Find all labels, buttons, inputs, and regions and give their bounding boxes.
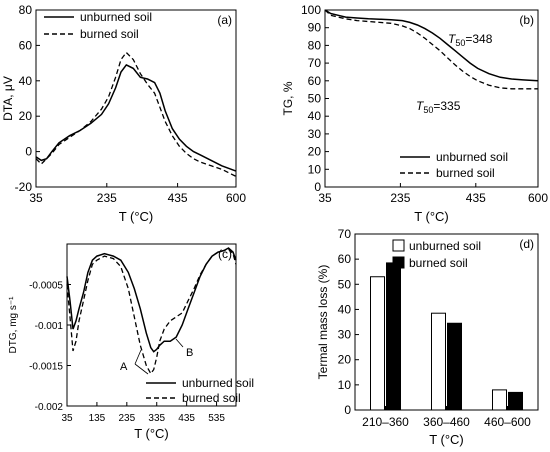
series-line-burned-soil [35,51,237,177]
y-tick-label: 100 [301,3,321,17]
y-tick-label: 0 [314,180,321,194]
legend-label: unburned soil [80,10,152,24]
series-line-unburned-soil [324,9,539,82]
y-tick-label: 70 [308,56,322,70]
x-tick-label: 360–460 [423,415,470,429]
bar-unburned-soil [431,312,446,411]
y-tick-label: 40 [19,74,33,88]
x-tick-label: 335 [148,413,165,424]
y-tick-label: -20 [15,180,33,194]
panel-a: 35 235 435 600 -20 0 20 40 60 80 T (°C) DTA, μV (a) u… [1,3,246,224]
pointer-line-a [134,349,142,365]
series-line-burned-soil [324,9,538,90]
panel-c: 35 135 235 335 435 535 -0.002 -0.0015 -0.001 -0.0… [8,243,254,441]
y-tick-label: 50 [308,92,322,106]
y-tick-label: 30 [338,328,352,342]
panel-label: (d) [519,237,534,251]
plot-frame [35,9,237,188]
t50-symbol: T [448,32,457,46]
y-tick-label: 60 [19,38,33,52]
t50-subscript: 50 [455,38,465,48]
y-tick-label: 0 [344,403,351,417]
y-axis-label: DTG, mg s⁻¹ [8,296,19,354]
panel-b: 35 235 435 600 0 10 20 30 40 50 60 70 80 90 100 T (°C) T… [281,3,548,224]
t50-value: =335 [433,99,460,113]
y-tick-label: 40 [308,109,322,123]
series-line-burned-soil [66,248,237,375]
x-tick-label: 235 [118,413,135,424]
x-tick-label: 460–600 [484,415,531,429]
x-tick-label: 35 [318,191,332,205]
y-tick-label: -0.001 [35,321,64,332]
legend-swatch [392,239,405,252]
y-axis-label: Termal mass loss (%) [316,265,330,380]
x-axis-label: T (°C) [119,209,154,224]
x-tick-label: 235 [97,191,117,205]
legend-label: burned soil [409,256,468,270]
x-axis-label: T (°C) [414,209,449,224]
y-tick-label: 20 [19,109,33,123]
series-line-unburned-soil [35,63,237,172]
y-tick-label: 20 [338,353,352,367]
annotation-b: B [186,347,193,359]
legend-label: unburned soil [182,376,254,390]
panel-label: (a) [217,13,232,27]
x-tick-label: 435 [178,413,195,424]
y-tick-label: 70 [338,227,352,241]
x-tick-label: 600 [226,191,246,205]
y-tick-label: 10 [308,162,322,176]
panel-label: (b) [519,13,534,27]
legend-swatch [392,256,405,269]
bar-burned-soil [508,391,523,411]
x-tick-label: 35 [29,191,43,205]
y-axis-label: DTA, μV [1,76,15,121]
legend-label: burned soil [182,391,241,405]
t50-subscript: 50 [423,105,433,115]
y-tick-label: -0.002 [35,402,64,413]
pointer-line-a [134,363,149,375]
x-axis-label: T (°C) [134,426,169,441]
y-axis-label: TG, % [281,81,295,115]
t50-value: =348 [465,32,492,46]
y-tick-label: -0.0015 [29,362,63,373]
bar-burned-soil [447,322,462,411]
y-tick-label: 10 [338,378,352,392]
x-tick-label: 235 [390,191,410,205]
x-tick-label: 35 [61,413,73,424]
x-tick-label: 435 [168,191,188,205]
y-tick-label: 50 [338,277,352,291]
bar-burned-soil [386,262,401,411]
annotation-a: A [120,361,128,373]
y-tick-label: 0 [25,145,32,159]
y-tick-label: 30 [308,127,322,141]
t50-annotation: T50=335 [416,99,461,115]
bar-unburned-soil [492,389,507,411]
legend-label: burned soil [80,27,139,41]
x-tick-label: 135 [89,413,106,424]
y-tick-label: -0.0005 [29,281,63,292]
x-axis-label: T (°C) [429,432,464,447]
bar-unburned-soil [370,276,385,411]
x-tick-label: 535 [208,413,225,424]
y-tick-label: 20 [308,145,322,159]
y-tick-label: 90 [308,21,322,35]
t50-symbol: T [416,99,425,113]
legend-label: unburned soil [409,239,481,253]
legend-label: unburned soil [436,150,508,164]
panel-label: (c) [218,247,232,261]
legend-label: burned soil [436,166,495,180]
y-tick-label: 80 [308,38,322,52]
y-tick-label: 80 [19,3,33,17]
t50-annotation: T50=348 [448,32,493,48]
x-tick-label: 435 [466,191,486,205]
y-tick-label: 40 [338,302,352,316]
y-tick-label: 60 [338,252,352,266]
x-tick-label: 600 [528,191,548,205]
panel-d: 0 10 20 30 40 50 60 70 210–360 360–460 460–600 T (°… [316,227,539,447]
x-tick-label: 210–360 [362,415,409,429]
pointer-line-b [175,338,184,348]
y-tick-label: 60 [308,74,322,88]
